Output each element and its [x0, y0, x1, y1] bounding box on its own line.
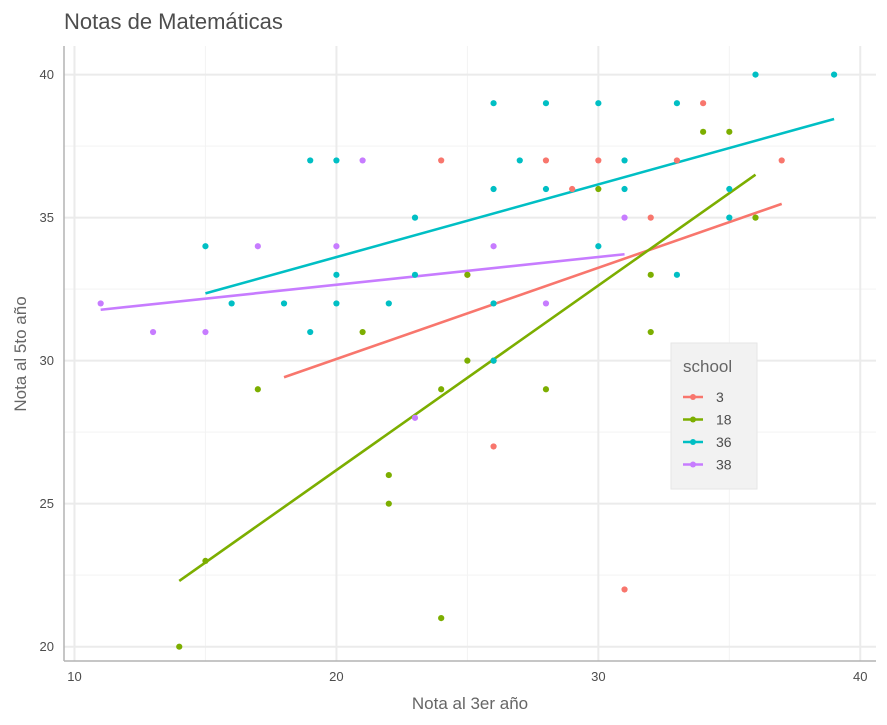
fit-line-school-38 [100, 252, 625, 312]
data-point-school-18 [542, 386, 550, 393]
data-point-school-3 [438, 157, 445, 164]
legend-label: 38 [716, 457, 732, 473]
data-point-school-36 [333, 157, 340, 164]
y-tick-label: 30 [40, 353, 54, 368]
data-point-school-3 [621, 586, 628, 593]
fit-line-school-18 [178, 173, 757, 582]
data-point-school-36 [490, 100, 497, 107]
data-point-school-36 [752, 71, 759, 78]
data-point-school-18 [595, 185, 602, 193]
fit-line-school-36 [205, 117, 835, 295]
legend: school 3 18 36 38 [670, 342, 758, 490]
data-point-school-38 [97, 300, 104, 307]
legend-label: 36 [716, 434, 732, 450]
legend-title: school [683, 357, 732, 376]
tick-labels: 10 20 30 40 20 25 30 35 40 [40, 67, 868, 684]
data-point-school-36 [280, 300, 288, 307]
data-point-school-36 [621, 157, 628, 164]
data-point-school-36 [621, 185, 628, 193]
y-axis-label: Nota al 5to año [11, 296, 30, 411]
legend-key-point [690, 461, 696, 468]
data-point-school-36 [595, 243, 602, 250]
x-axis-label: Nota al 3er año [412, 694, 528, 713]
data-point-school-36 [490, 300, 497, 307]
data-point-school-38 [333, 243, 340, 250]
legend-key-point [690, 394, 696, 400]
x-tick-label: 20 [329, 669, 343, 684]
data-point-school-3 [569, 185, 576, 193]
data-point-school-38 [359, 157, 366, 164]
data-point-school-38 [542, 300, 550, 307]
data-point-school-36 [411, 271, 419, 278]
data-point-school-36 [673, 100, 681, 107]
y-tick-label: 40 [40, 67, 54, 82]
x-tick-label: 30 [591, 669, 605, 684]
data-point-school-18 [726, 128, 733, 135]
x-tick-label: 10 [67, 669, 81, 684]
data-point-school-3 [673, 157, 681, 164]
data-point-school-3 [490, 443, 497, 450]
x-tick-label: 40 [853, 669, 867, 684]
legend-items: 3 18 36 38 [683, 389, 732, 473]
data-point-school-3 [595, 157, 602, 164]
data-point-school-38 [621, 214, 628, 221]
data-point-school-36 [542, 185, 550, 193]
data-point-school-3 [778, 157, 785, 164]
data-point-school-36 [307, 328, 314, 336]
data-point-school-38 [254, 243, 261, 250]
data-point-school-36 [490, 185, 497, 193]
data-point-school-18 [202, 557, 209, 564]
axes [63, 46, 876, 662]
data-point-school-18 [647, 271, 654, 278]
data-point-school-18 [438, 386, 445, 393]
data-point-school-18 [647, 328, 654, 336]
data-point-school-36 [307, 157, 314, 164]
legend-key-point [690, 439, 696, 445]
data-point-school-18 [464, 357, 471, 364]
y-tick-label: 25 [40, 496, 54, 511]
data-point-school-18 [752, 214, 759, 221]
chart-title: Notas de Matemáticas [64, 9, 283, 34]
data-point-school-18 [700, 128, 707, 135]
data-point-school-18 [385, 471, 392, 479]
data-point-school-38 [411, 414, 419, 421]
data-point-school-36 [202, 243, 209, 250]
regression-lines [100, 117, 835, 582]
legend-label: 3 [716, 389, 724, 405]
data-point-school-36 [595, 100, 602, 107]
data-point-school-36 [726, 185, 733, 193]
data-point-school-36 [385, 300, 392, 307]
data-point-school-38 [202, 328, 209, 336]
y-tick-label: 20 [40, 639, 54, 654]
data-point-school-18 [438, 614, 445, 622]
data-point-school-36 [228, 300, 235, 307]
data-points [97, 71, 838, 650]
data-point-school-36 [411, 214, 419, 221]
data-point-school-36 [830, 71, 838, 78]
data-point-school-36 [490, 357, 497, 364]
data-point-school-18 [176, 643, 183, 650]
data-point-school-3 [542, 157, 550, 164]
data-point-school-36 [516, 157, 523, 164]
data-point-school-36 [673, 271, 681, 278]
data-point-school-18 [385, 500, 392, 507]
legend-label: 18 [716, 412, 732, 428]
data-point-school-18 [359, 328, 366, 336]
data-point-school-18 [464, 271, 471, 278]
data-point-school-36 [726, 214, 733, 221]
legend-key-point [690, 416, 696, 423]
y-tick-label: 35 [40, 210, 54, 225]
data-point-school-18 [254, 386, 261, 393]
data-point-school-3 [700, 100, 707, 107]
data-point-school-38 [490, 243, 497, 250]
data-point-school-36 [542, 100, 550, 107]
fit-line-school-3 [283, 202, 783, 379]
data-point-school-3 [647, 214, 654, 221]
data-point-school-36 [333, 300, 340, 307]
data-point-school-36 [333, 271, 340, 278]
data-point-school-38 [149, 328, 157, 336]
